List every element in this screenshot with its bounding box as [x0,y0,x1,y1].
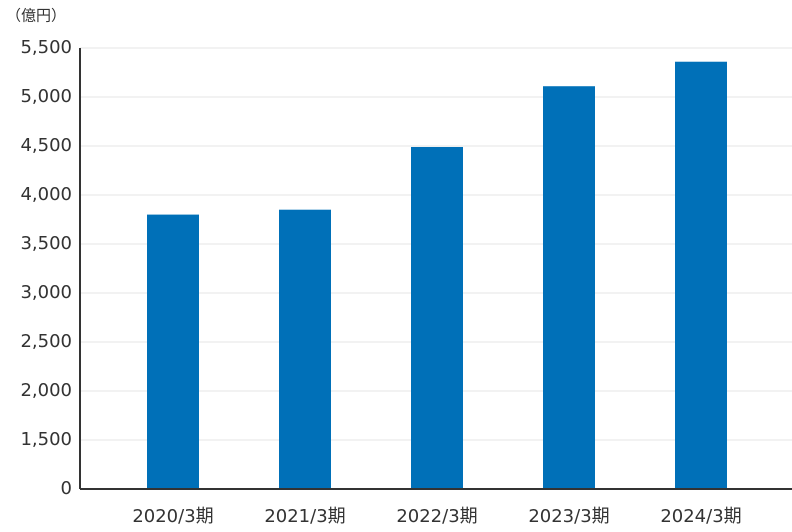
y-tick-label: 0 [61,478,72,499]
bar [675,61,727,489]
y-tick-label: 4,500 [20,135,72,156]
x-tick-label: 2021/3期 [264,506,345,527]
y-tick-label: 3,000 [20,282,72,303]
x-tick-label: 2022/3期 [396,506,477,527]
x-tick-label: 2024/3期 [660,506,741,527]
y-tick-label: 2,000 [20,380,72,401]
y-tick-label: 2,500 [20,331,72,352]
y-tick-label: 1,500 [20,429,72,450]
bar [411,146,463,490]
x-tick-label: 2023/3期 [528,506,609,527]
y-tick-label: 3,500 [20,233,72,254]
bar [279,209,331,489]
x-tick-label: 2020/3期 [132,506,213,527]
bar [147,214,199,489]
y-tick-label: 4,000 [20,184,72,205]
bar [543,86,595,489]
y-tick-label: 5,000 [20,86,72,107]
y-tick-label: 5,500 [20,37,72,58]
unit-label: （億円） [6,7,66,25]
